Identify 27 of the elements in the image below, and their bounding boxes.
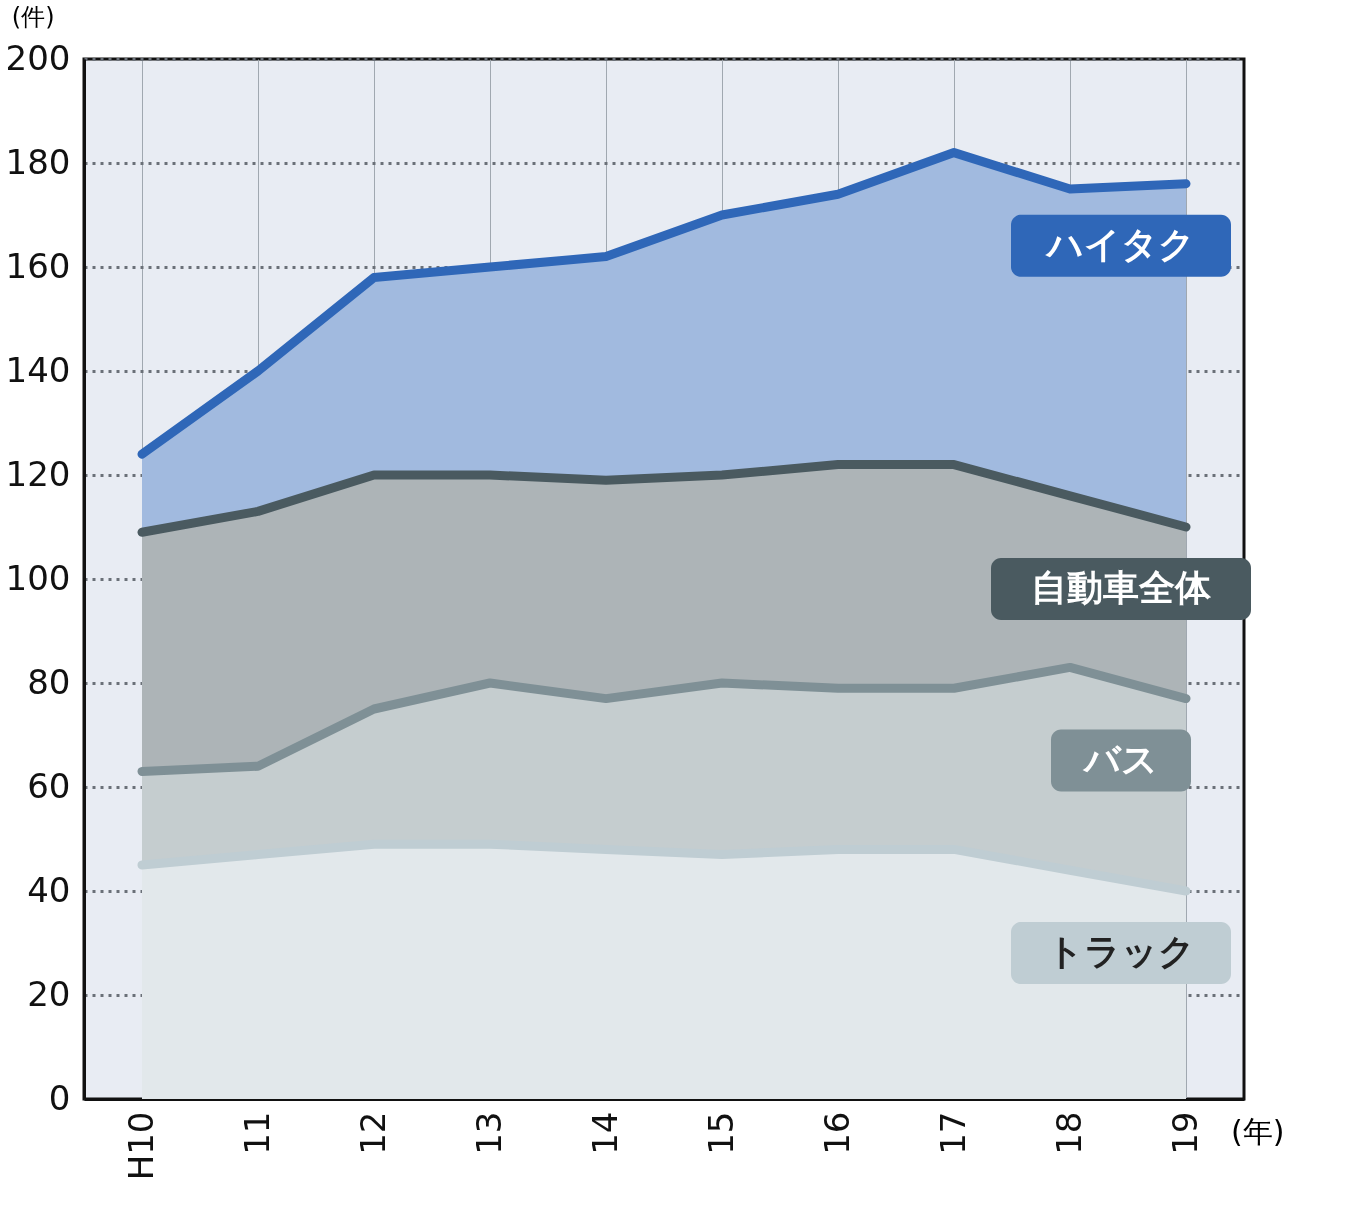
y-tick-label: 160 — [5, 245, 71, 286]
series-label: トラック — [1047, 931, 1195, 972]
y-tick-label: 100 — [5, 557, 71, 598]
series-label: 自動車全体 — [1031, 567, 1212, 608]
y-axis-title: (件) — [11, 2, 55, 31]
y-tick-label: 60 — [27, 765, 71, 806]
x-tick-label: 18 — [1048, 1111, 1089, 1155]
y-tick-label: 20 — [27, 973, 71, 1014]
y-tick-label: 180 — [5, 141, 71, 182]
x-tick-label: 13 — [468, 1111, 509, 1155]
x-tick-label: 15 — [700, 1111, 741, 1155]
x-tick-label: 16 — [816, 1111, 857, 1155]
y-tick-label: 80 — [27, 661, 71, 702]
x-tick-label: 17 — [932, 1111, 973, 1155]
x-axis-title: (年) — [1231, 1113, 1285, 1149]
series-label: ハイタク — [1045, 223, 1195, 265]
x-tick-label: 12 — [352, 1111, 393, 1155]
series-label: バス — [1082, 738, 1158, 780]
y-tick-label: 200 — [5, 37, 71, 78]
x-tick-label: H10 — [120, 1111, 161, 1181]
y-tick-label: 0 — [48, 1077, 71, 1118]
x-tick-label: 11 — [236, 1111, 277, 1155]
x-tick-label: 14 — [584, 1111, 625, 1155]
y-tick-label: 120 — [5, 453, 71, 494]
y-tick-label: 40 — [27, 869, 71, 910]
y-tick-label: 140 — [5, 349, 71, 390]
x-tick-label: 19 — [1164, 1111, 1205, 1155]
